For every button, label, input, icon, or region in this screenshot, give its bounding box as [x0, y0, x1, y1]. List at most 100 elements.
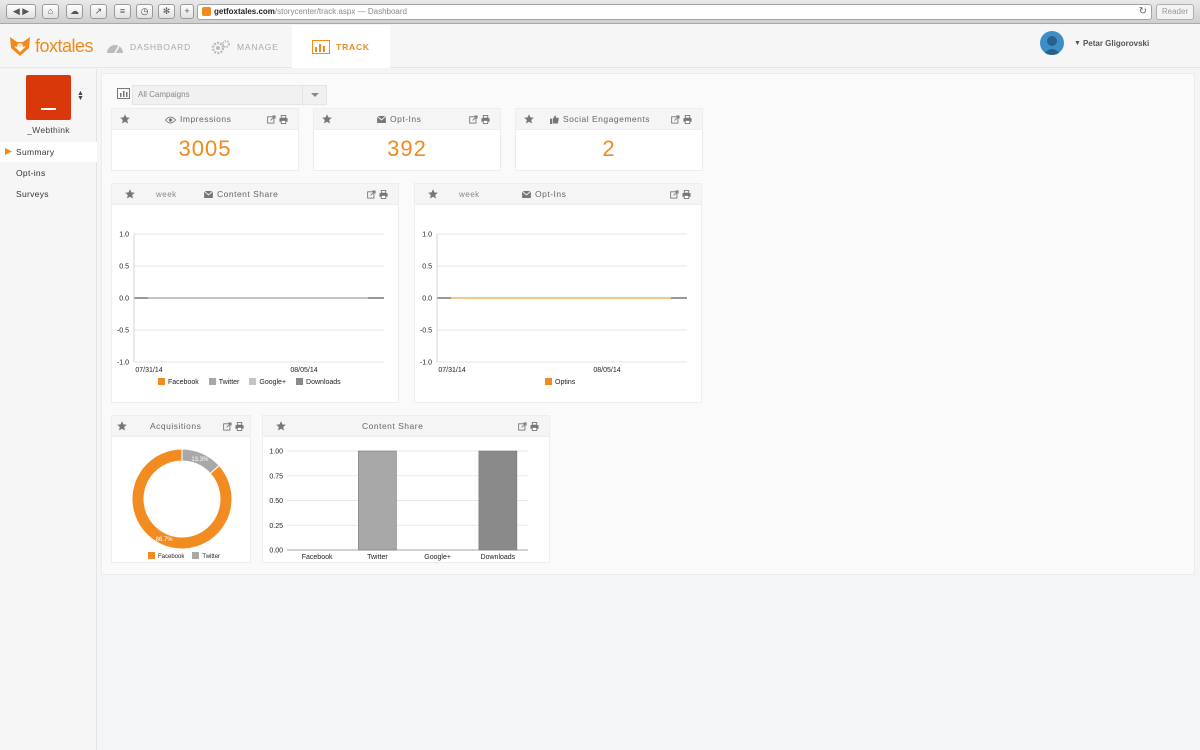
print-icon[interactable] [279, 115, 288, 124]
card-header: Opt-Ins [314, 109, 500, 130]
card-tools [670, 190, 691, 199]
chart-title: Acquisitions [150, 421, 202, 431]
legend-label: Facebook [168, 379, 199, 386]
legend-swatch [192, 552, 200, 559]
print-icon[interactable] [530, 422, 539, 431]
x-tick-label: Google+ [424, 554, 451, 561]
chevron-down-icon[interactable] [302, 86, 326, 104]
period-label[interactable]: week [459, 190, 480, 199]
slice-label: 86.7% [156, 537, 174, 543]
card-title: Content Share [362, 416, 423, 437]
tab-manage[interactable]: MANAGE [211, 25, 279, 68]
card-tools [469, 115, 490, 124]
sidebar-item-label: Surveys [16, 189, 49, 199]
card-title-text: Impressions [180, 114, 232, 124]
legend-swatch [148, 552, 155, 559]
y-tick-label: 0.75 [269, 473, 283, 480]
period-label[interactable]: week [156, 190, 177, 199]
star-icon[interactable] [125, 189, 135, 199]
star-icon[interactable] [524, 114, 534, 124]
address-bar[interactable]: getfoxtales.com/storycenter/track.aspx —… [197, 4, 1152, 20]
star-icon[interactable] [276, 421, 286, 431]
sidebar-item-summary[interactable]: Summary [0, 142, 97, 162]
share-icon[interactable] [267, 115, 276, 124]
tab-track[interactable]: TRACK [292, 25, 390, 68]
reload-icon[interactable]: ↻ [1138, 6, 1147, 17]
y-tick-label: -1.0 [420, 360, 432, 367]
envelope-icon [377, 116, 386, 123]
print-icon[interactable] [481, 115, 490, 124]
y-tick-label: -0.5 [117, 328, 129, 335]
legend-swatch [545, 378, 552, 385]
stat-value: 392 [387, 136, 427, 161]
cloud-icon[interactable]: ☁ [66, 4, 83, 19]
sidebar-item-surveys[interactable]: Surveys [0, 184, 97, 204]
card-tools [223, 422, 244, 431]
share-icon[interactable] [469, 115, 478, 124]
print-icon[interactable] [379, 190, 388, 199]
card-header: Acquisitions [112, 416, 250, 437]
brand-logo[interactable] [26, 75, 71, 120]
share-icon[interactable]: ↗ [90, 4, 107, 19]
stat-card-social-engagements: Social Engagements 2 [515, 108, 703, 171]
reading-list-icon[interactable]: ≡ [114, 4, 131, 19]
legend-label: Downloads [306, 379, 341, 386]
campaign-select[interactable]: All Campaigns [132, 85, 327, 105]
y-tick-label: 0.50 [269, 498, 283, 505]
card-header: week Opt-Ins [415, 184, 701, 205]
card-title: Opt-Ins [377, 109, 421, 130]
star-icon[interactable] [322, 114, 332, 124]
card-tools [367, 190, 388, 199]
settings-icon[interactable]: ✻ [158, 4, 175, 19]
y-tick-label: 0.0 [422, 296, 432, 303]
line-chart-content-share: 1.0 0.5 0.0 -0.5 -1.0 07/31/14 08/05/14 [117, 232, 384, 374]
brand-name: _Webthink [27, 125, 70, 135]
bar-chart-icon [312, 39, 331, 54]
sidebar-item-opt-ins[interactable]: Opt-ins [0, 163, 97, 183]
gears-icon [211, 39, 230, 54]
print-icon[interactable] [683, 115, 692, 124]
y-tick-label: 1.00 [269, 449, 283, 456]
share-icon[interactable] [518, 422, 527, 431]
share-icon[interactable] [670, 190, 679, 199]
chart-legend: Facebook Twitter Google+ Downloads [158, 378, 341, 386]
avatar [1040, 31, 1064, 55]
card-title: Content Share [204, 184, 278, 205]
card-tools [671, 115, 692, 124]
user-icon [1043, 36, 1061, 55]
print-icon[interactable] [682, 190, 691, 199]
legend-item: Facebook [158, 378, 199, 386]
x-tick-label: 08/05/14 [593, 367, 620, 374]
legend-item: Twitter [192, 552, 220, 560]
print-icon[interactable] [235, 422, 244, 431]
card-title: Opt-Ins [522, 184, 566, 205]
brand-switch-icon[interactable]: ▲ ▼ [77, 90, 84, 102]
app-logo[interactable]: foxtales [9, 34, 94, 58]
share-icon[interactable] [671, 115, 680, 124]
card-title: Social Engagements [550, 109, 650, 130]
envelope-icon [522, 191, 531, 198]
x-tick-label: Facebook [302, 554, 333, 561]
star-icon[interactable] [120, 114, 130, 124]
user-menu[interactable]: ▼ Petar Gligorovski [1040, 31, 1149, 55]
card-tools [267, 115, 288, 124]
home-icon[interactable]: ⌂ [42, 4, 59, 19]
bar-chart-content-share: 1.00 0.75 0.50 0.25 0.00 Facebook Twitter Googl… [269, 449, 528, 561]
envelope-icon [204, 191, 213, 198]
star-icon[interactable] [117, 421, 127, 431]
pie-slice [131, 448, 233, 550]
page-title: — Dashboard [355, 7, 407, 16]
stat-value: 3005 [178, 136, 232, 161]
tab-dashboard[interactable]: DASHBOARD [106, 25, 191, 68]
chart-title: Content Share [362, 421, 424, 431]
share-icon[interactable] [367, 190, 376, 199]
back-forward-buttons[interactable]: ◀ ▶ [6, 4, 36, 19]
reader-button[interactable]: Reader [1156, 4, 1194, 20]
chart-title: Opt-Ins [535, 189, 567, 199]
y-tick-label: -1.0 [117, 360, 129, 367]
star-icon[interactable] [428, 189, 438, 199]
new-tab-icon[interactable]: + [180, 4, 194, 19]
stat-value: 2 [602, 136, 616, 161]
share-icon[interactable] [223, 422, 232, 431]
history-icon[interactable]: ◷ [136, 4, 153, 19]
